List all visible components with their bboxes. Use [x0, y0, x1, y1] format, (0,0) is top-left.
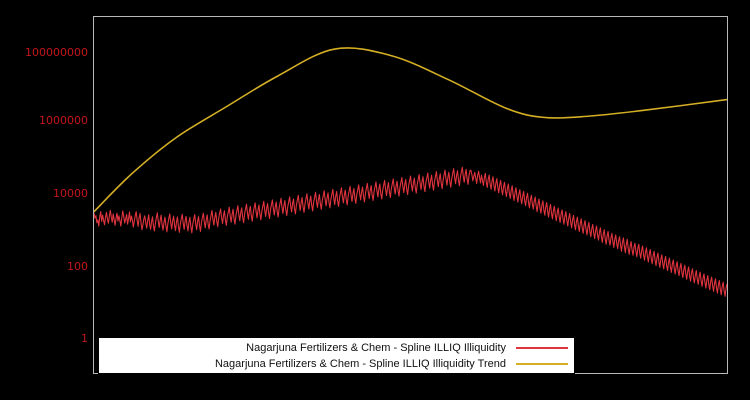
y-tick-label: 100000000	[25, 46, 88, 59]
chart-legend: Nagarjuna Fertilizers & Chem - Spline IL…	[98, 337, 575, 374]
y-tick-label: 10000	[53, 187, 88, 200]
legend-entry-illiquidity: Nagarjuna Fertilizers & Chem - Spline IL…	[99, 340, 574, 356]
legend-swatch-illiquidity	[516, 346, 568, 349]
series-line-illiquidity-trend	[94, 47, 727, 213]
y-tick-label: 1	[81, 332, 88, 345]
legend-label-illiquidity: Nagarjuna Fertilizers & Chem - Spline IL…	[246, 341, 506, 354]
legend-label-illiquidity-trend: Nagarjuna Fertilizers & Chem - Spline IL…	[214, 357, 506, 370]
legend-swatch-illiquidity-trend	[516, 362, 568, 365]
plot-area	[93, 16, 728, 374]
chart-canvas	[94, 47, 727, 297]
y-tick-label: 1000000	[39, 114, 88, 127]
y-tick-label: 100	[67, 260, 88, 273]
series-line-illiquidity	[94, 166, 727, 297]
y-axis-tick-labels: 100000000 1000000 10000 100 1	[0, 0, 88, 400]
legend-entry-illiquidity-trend: Nagarjuna Fertilizers & Chem - Spline IL…	[99, 356, 574, 372]
